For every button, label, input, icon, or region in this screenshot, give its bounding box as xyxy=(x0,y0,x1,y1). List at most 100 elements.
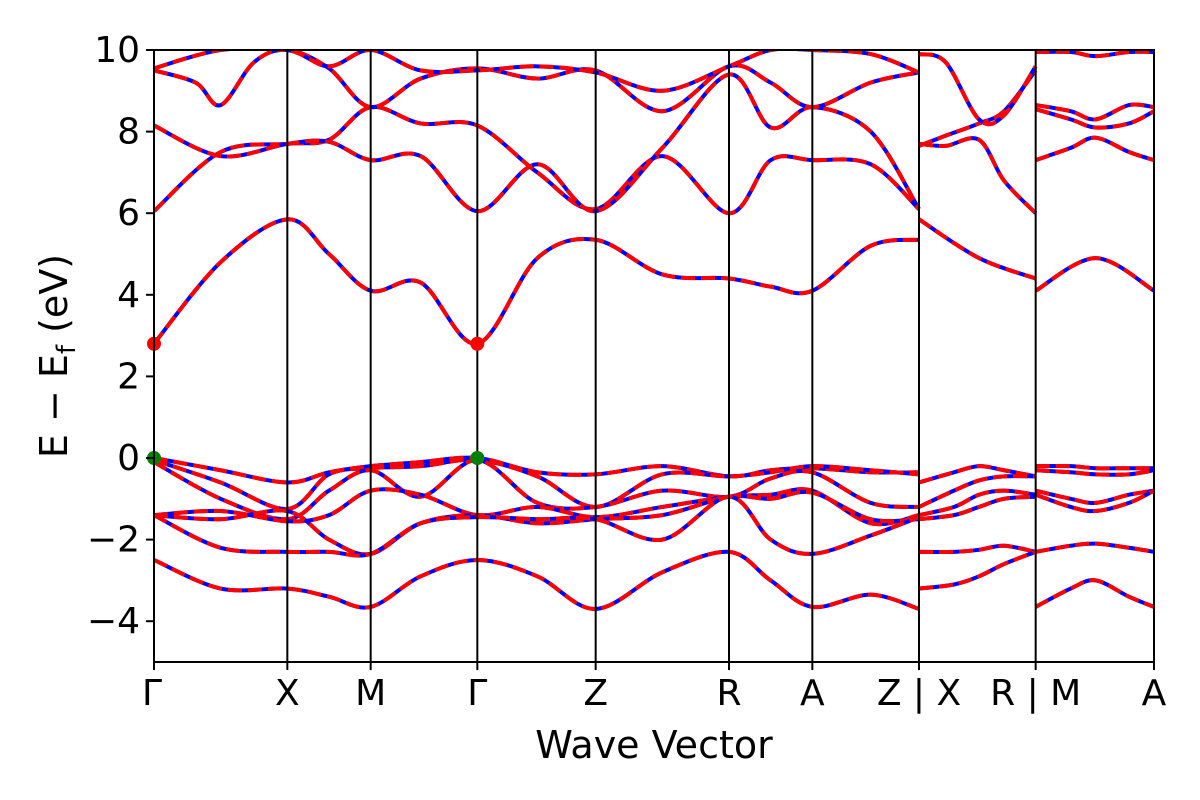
x-tick-label: M xyxy=(355,673,386,714)
band-21 xyxy=(154,549,920,611)
band-1 xyxy=(154,217,920,346)
x-axis-title: Wave Vector xyxy=(535,723,773,767)
y-tick-label: −2 xyxy=(87,520,140,561)
band-11 xyxy=(1035,135,1154,163)
band-line-red-dashed xyxy=(1035,464,1154,471)
band-22 xyxy=(918,464,1037,485)
x-tick-label: A xyxy=(1142,673,1167,714)
band-line-red-dashed xyxy=(1034,256,1154,293)
high-symmetry-lines xyxy=(286,50,1037,662)
band-line-blue xyxy=(918,69,1038,148)
band-line-red-dashed xyxy=(154,104,921,216)
band-18 xyxy=(154,487,920,527)
band-line-blue xyxy=(1035,135,1154,163)
band-28 xyxy=(1035,464,1154,471)
band-3 xyxy=(1034,256,1154,293)
band-line-red-dashed xyxy=(154,457,920,512)
band-line-blue xyxy=(154,217,920,346)
band-27 xyxy=(918,549,1037,591)
band-line-red-dashed xyxy=(1035,488,1154,505)
band-line-red-dashed xyxy=(1035,541,1154,554)
band-line-red-dashed xyxy=(1034,578,1154,609)
band-31 xyxy=(1035,488,1154,514)
band-line-red-dashed xyxy=(918,494,1036,522)
band-line-red-dashed xyxy=(154,494,920,558)
band-25 xyxy=(918,494,1036,522)
y-tick-label: 10 xyxy=(94,30,140,71)
band-12 xyxy=(1035,107,1154,130)
band-line-blue xyxy=(917,217,1037,281)
band-29 xyxy=(1035,468,1154,477)
x-axis-ticks: Γ X M Γ Z R A Z | X R | M A xyxy=(142,662,1167,714)
band-13 xyxy=(1035,102,1154,122)
x-tick-label: A xyxy=(800,673,825,714)
y-axis-title: E − Ef (eV) xyxy=(32,254,82,458)
band-line-red-dashed xyxy=(154,487,920,527)
x-tick-label: Z | X xyxy=(877,673,961,714)
band-6 xyxy=(154,50,920,114)
band-line-red-dashed xyxy=(918,52,1038,127)
band-line-red-dashed xyxy=(154,50,920,114)
x-tick-label: R | M xyxy=(990,673,1081,714)
band-5 xyxy=(154,72,921,214)
band-line-red-dashed xyxy=(1035,102,1154,122)
band-14 xyxy=(1035,50,1154,59)
y-tick-label: 2 xyxy=(117,356,140,397)
x-tick-label: Γ xyxy=(142,673,162,714)
band-32 xyxy=(1035,541,1154,554)
band-20 xyxy=(154,494,920,558)
band-30 xyxy=(1035,488,1154,505)
band-line-red-dashed xyxy=(918,543,1037,554)
band-line-red-dashed xyxy=(918,464,1037,485)
band-line-red-dashed xyxy=(1035,488,1154,514)
x-tick-label: R xyxy=(716,673,741,714)
band-line-red-dashed xyxy=(154,72,921,214)
y-axis-ticks: −4 −2 0 2 4 6 8 10 xyxy=(87,30,154,642)
band-24 xyxy=(918,488,1036,518)
band-9 xyxy=(918,69,1038,148)
band-2 xyxy=(917,217,1037,281)
band-line-red-dashed xyxy=(1035,50,1154,59)
band-line-red-dashed xyxy=(154,489,920,557)
band-line-red-dashed xyxy=(1035,135,1154,163)
band-line-red-dashed xyxy=(918,474,1036,509)
band-26 xyxy=(918,543,1037,554)
band-line-red-dashed xyxy=(154,549,920,611)
band-line-blue xyxy=(154,549,920,611)
band-23 xyxy=(918,474,1036,509)
band-line-red-dashed xyxy=(918,549,1037,591)
band-19 xyxy=(154,489,920,557)
y-tick-label: 4 xyxy=(117,275,140,316)
band-line-blue xyxy=(918,52,1038,127)
band-line-blue xyxy=(1034,256,1154,293)
band-10 xyxy=(918,52,1038,127)
y-axis-title-main: E − E xyxy=(32,354,76,458)
band-33 xyxy=(1034,578,1154,609)
x-tick-label: Z xyxy=(583,673,608,714)
x-tick-label: X xyxy=(275,673,300,714)
band-line-red-dashed xyxy=(918,69,1038,148)
band-8 xyxy=(918,136,1038,215)
x-tick-label: Γ xyxy=(467,673,487,714)
band-line-red-dashed xyxy=(918,488,1036,518)
y-tick-label: −4 xyxy=(87,601,140,642)
plot-frame xyxy=(153,49,1155,663)
band-line-red-dashed xyxy=(154,217,920,346)
band-4 xyxy=(154,104,921,216)
band-line-red-dashed xyxy=(918,136,1038,215)
band-line-blue xyxy=(1034,578,1154,609)
band-line-blue xyxy=(1035,102,1154,122)
y-tick-label: 8 xyxy=(117,112,140,153)
y-axis-title-unit: (eV) xyxy=(32,254,76,345)
band-extrema-markers xyxy=(147,336,485,465)
band-line-red-dashed xyxy=(1035,107,1154,130)
bands-layer xyxy=(154,50,1154,611)
band-line-red-dashed xyxy=(154,50,920,93)
band-line-red-dashed xyxy=(154,458,920,522)
cbm-marker-2 xyxy=(470,336,485,351)
y-tick-label: 0 xyxy=(117,438,140,479)
band-line-red-dashed xyxy=(917,217,1037,281)
band-16 xyxy=(154,457,920,512)
vbm-marker-4 xyxy=(470,451,485,465)
